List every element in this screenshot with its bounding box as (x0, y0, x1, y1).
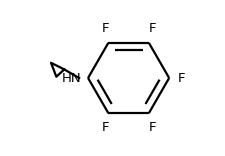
Text: F: F (148, 22, 155, 35)
Text: F: F (101, 121, 108, 134)
Text: F: F (148, 121, 155, 134)
Text: F: F (101, 22, 108, 35)
Text: HN: HN (61, 71, 81, 85)
Text: F: F (177, 71, 184, 85)
